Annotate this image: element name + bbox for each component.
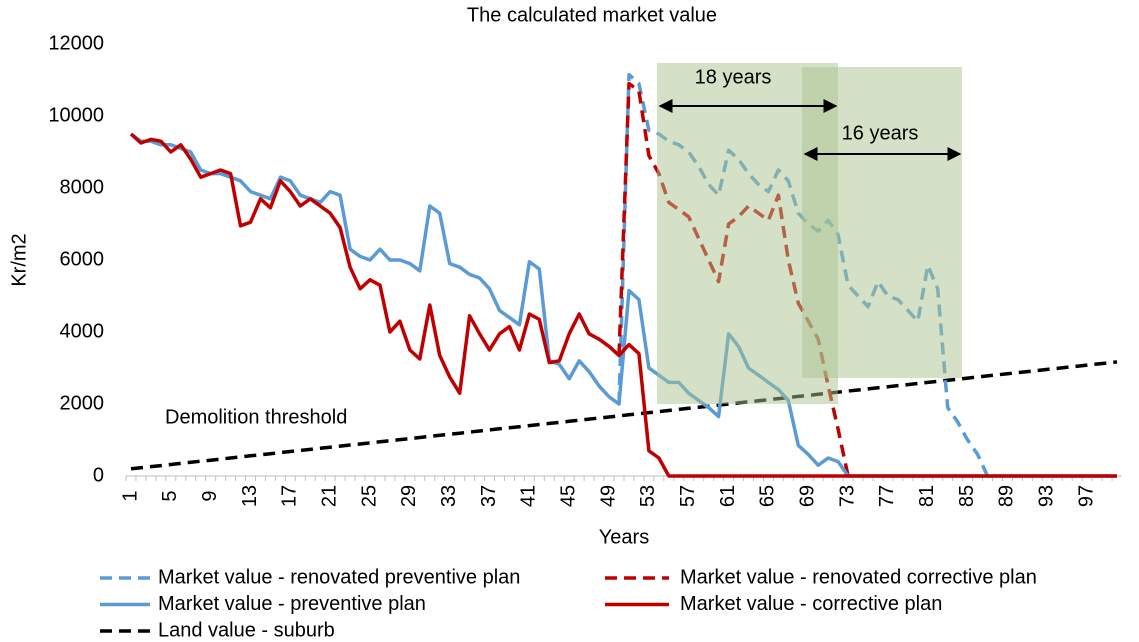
x-tick-label: 29 [398, 485, 420, 507]
series-line [129, 132, 1117, 478]
y-axis-label: Kr/m2 [8, 233, 30, 286]
legend-label: Market value - corrective plan [680, 593, 942, 615]
x-tick-label: 45 [558, 485, 580, 507]
legend-label: Land value - suburb [158, 619, 335, 641]
legend-label: Market value - preventive plan [158, 593, 426, 615]
x-tick-label: 13 [239, 485, 261, 507]
x-tick-label: 5 [159, 490, 181, 501]
y-tick-label: 0 [93, 464, 104, 486]
x-axis-label: Years [599, 526, 649, 548]
y-tick-label: 12000 [48, 32, 104, 54]
x-tick-label: 49 [597, 485, 619, 507]
y-tick-label: 4000 [60, 320, 105, 342]
x-tick-label: 37 [478, 485, 500, 507]
x-tick-label: 25 [358, 485, 380, 507]
x-tick-label: 61 [717, 485, 739, 507]
x-tick-label: 97 [1075, 485, 1097, 507]
highlight-region [802, 67, 962, 378]
x-tick-label: 53 [637, 485, 659, 507]
x-tick-label: 9 [199, 490, 221, 501]
annotation: 18 years [695, 66, 772, 88]
annotation: Demolition threshold [165, 406, 347, 428]
series-line [130, 360, 1118, 471]
x-tick-label: 73 [836, 485, 858, 507]
x-tick-label: 41 [518, 485, 540, 507]
x-tick-label: 1 [119, 490, 141, 501]
legend-label: Market value - renovated corrective plan [680, 566, 1037, 588]
x-tick-label: 69 [797, 485, 819, 507]
x-tick-label: 85 [956, 485, 978, 507]
y-tick-label: 6000 [60, 248, 105, 270]
annotation: 16 years [842, 122, 919, 144]
x-tick-label: 81 [916, 485, 938, 507]
x-tick-label: 89 [996, 485, 1018, 507]
x-tick-label: 65 [757, 485, 779, 507]
x-tick-label: 33 [438, 485, 460, 507]
chart-title: The calculated market value [467, 4, 717, 26]
y-tick-label: 2000 [60, 392, 105, 414]
x-tick-label: 93 [1036, 485, 1058, 507]
y-tick-label: 10000 [48, 104, 104, 126]
x-tick-label: 17 [279, 485, 301, 507]
x-tick-label: 57 [677, 485, 699, 507]
legend-label: Market value - renovated preventive plan [158, 566, 520, 588]
y-tick-label: 8000 [60, 176, 105, 198]
x-tick-label: 77 [876, 485, 898, 507]
x-tick-label: 21 [318, 485, 340, 507]
